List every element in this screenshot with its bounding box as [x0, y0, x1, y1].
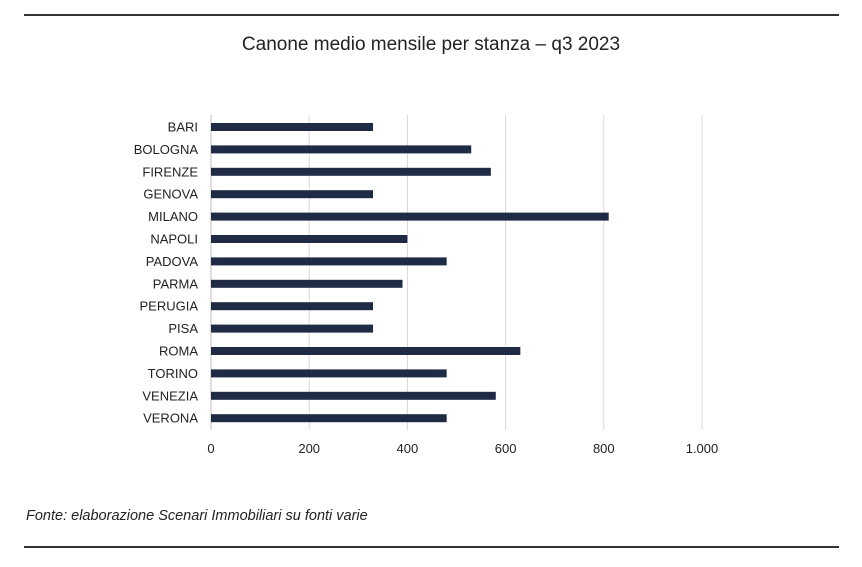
category-label: VERONA	[143, 411, 198, 426]
source-note: Fonte: elaborazione Scenari Immobiliari …	[26, 508, 368, 524]
bar-verona	[211, 414, 447, 423]
bar-bari	[211, 123, 374, 131]
x-tick-label: 600	[495, 441, 517, 456]
category-label: GENOVA	[143, 187, 198, 202]
category-label: ROMA	[159, 344, 198, 359]
bar-venezia	[211, 391, 496, 400]
category-label: PARMA	[153, 276, 199, 291]
bar-torino	[211, 369, 447, 378]
x-tick-label: 800	[593, 441, 615, 456]
bar-firenze	[211, 167, 491, 176]
bar-napoli	[211, 235, 408, 243]
category-label: PISA	[168, 321, 198, 336]
category-label: PERUGIA	[139, 299, 198, 314]
category-label: FIRENZE	[142, 164, 198, 179]
x-tick-label: 0	[207, 441, 214, 456]
bar-genova	[211, 190, 374, 199]
bottom-rule	[24, 546, 839, 548]
bar-parma	[211, 279, 403, 288]
x-tick-label: 400	[397, 441, 419, 456]
category-label: VENEZIA	[142, 388, 198, 403]
category-label: PADOVA	[146, 254, 199, 269]
x-tick-label: 200	[298, 441, 320, 456]
top-rule	[24, 14, 839, 16]
category-label: BARI	[168, 120, 198, 135]
x-tick-label: 1.000	[686, 441, 719, 456]
bar-bologna	[211, 145, 472, 154]
category-label: MILANO	[148, 209, 198, 224]
category-label: NAPOLI	[150, 232, 198, 247]
bar-milano	[211, 212, 609, 221]
bar-perugia	[211, 302, 374, 311]
category-label: BOLOGNA	[134, 142, 199, 157]
chart-title: Canone medio mensile per stanza – q3 202…	[241, 34, 621, 55]
bar-padova	[211, 257, 447, 266]
bar-roma	[211, 347, 521, 355]
category-label: TORINO	[148, 366, 198, 381]
bar-pisa	[211, 324, 374, 333]
